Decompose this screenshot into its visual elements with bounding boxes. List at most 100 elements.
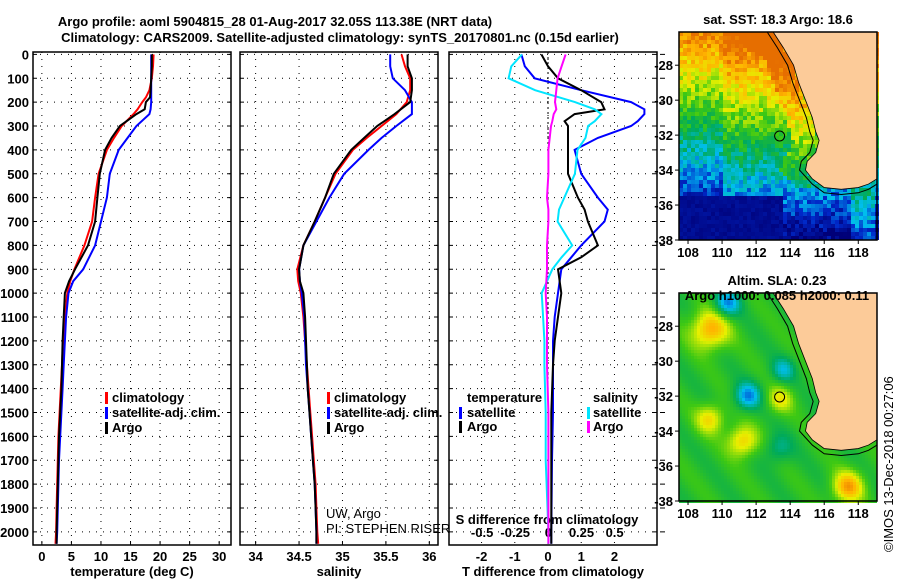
map-cell bbox=[700, 302, 703, 305]
map-cell bbox=[694, 329, 697, 332]
map-cell bbox=[700, 371, 703, 374]
map-cell bbox=[763, 132, 767, 136]
map-cell bbox=[811, 136, 815, 140]
map-cell bbox=[767, 48, 771, 52]
map-cell bbox=[755, 164, 759, 168]
map-cell bbox=[783, 148, 787, 152]
map-cell bbox=[772, 347, 775, 350]
map-cell bbox=[811, 380, 814, 383]
map-cell bbox=[747, 48, 751, 52]
map-cell bbox=[682, 350, 685, 353]
map-cell bbox=[743, 228, 747, 232]
map-cell bbox=[781, 311, 784, 314]
map-cell bbox=[751, 329, 754, 332]
map-cell bbox=[703, 228, 707, 232]
map-cell bbox=[803, 192, 807, 196]
map-cell bbox=[763, 160, 767, 164]
map-cell bbox=[763, 188, 767, 192]
map-cell bbox=[721, 347, 724, 350]
map-cell bbox=[778, 362, 781, 365]
map-cell bbox=[688, 365, 691, 368]
map-cell bbox=[755, 52, 759, 56]
map-cell bbox=[790, 350, 793, 353]
map-cell bbox=[688, 293, 691, 296]
map-cell bbox=[739, 88, 743, 92]
map-cell bbox=[772, 311, 775, 314]
map-cell bbox=[835, 216, 839, 220]
map-cell bbox=[771, 164, 775, 168]
map-cell bbox=[778, 332, 781, 335]
map-cell bbox=[795, 220, 799, 224]
map-cell bbox=[736, 347, 739, 350]
map-cell bbox=[709, 359, 712, 362]
map-cell bbox=[779, 56, 783, 60]
map-cell bbox=[711, 40, 715, 44]
map-cell bbox=[748, 347, 751, 350]
map-cell bbox=[787, 335, 790, 338]
map-cell bbox=[778, 341, 781, 344]
map-cell bbox=[771, 208, 775, 212]
map-y-tick-label: -30 bbox=[654, 93, 673, 108]
argo-position-marker bbox=[774, 130, 786, 142]
map-cell bbox=[707, 104, 711, 108]
map-cell bbox=[787, 144, 791, 148]
map-cell bbox=[697, 347, 700, 350]
map-cell bbox=[687, 104, 691, 108]
map-cell bbox=[739, 52, 743, 56]
map-cell bbox=[706, 326, 709, 329]
map-cell bbox=[727, 314, 730, 317]
map-cell bbox=[755, 208, 759, 212]
map-cell bbox=[811, 220, 815, 224]
map-cell bbox=[739, 120, 743, 124]
map-cell bbox=[771, 100, 775, 104]
map-cell bbox=[691, 156, 695, 160]
map-cell bbox=[683, 104, 687, 108]
map-cell bbox=[682, 344, 685, 347]
legend-label: satellite bbox=[593, 405, 641, 420]
map-cell bbox=[771, 88, 775, 92]
map-cell bbox=[727, 88, 731, 92]
map-cell bbox=[733, 347, 736, 350]
map-cell bbox=[775, 228, 779, 232]
map-cell bbox=[775, 88, 779, 92]
map-cell bbox=[763, 88, 767, 92]
map-cell bbox=[691, 88, 695, 92]
map-cell bbox=[694, 356, 697, 359]
map-cell bbox=[760, 293, 763, 296]
map-cell bbox=[757, 347, 760, 350]
map-cell bbox=[823, 212, 827, 216]
map-cell bbox=[719, 204, 723, 208]
map-cell bbox=[685, 344, 688, 347]
map-cell bbox=[715, 132, 719, 136]
map-cell bbox=[760, 314, 763, 317]
map-cell bbox=[839, 220, 843, 224]
map-cell bbox=[703, 168, 707, 172]
map-cell bbox=[760, 299, 763, 302]
map-cell bbox=[731, 116, 735, 120]
map-cell bbox=[742, 356, 745, 359]
map-cell bbox=[730, 362, 733, 365]
map-cell bbox=[733, 293, 736, 296]
map-cell bbox=[682, 296, 685, 299]
map-cell bbox=[843, 216, 847, 220]
map-cell bbox=[733, 356, 736, 359]
map-cell bbox=[754, 374, 757, 377]
map-cell bbox=[727, 112, 731, 116]
map-cell bbox=[823, 188, 827, 192]
map-cell bbox=[712, 383, 715, 386]
map-cell bbox=[803, 220, 807, 224]
map-cell bbox=[843, 200, 847, 204]
map-cell bbox=[795, 188, 799, 192]
map-cell bbox=[763, 200, 767, 204]
map-cell bbox=[700, 353, 703, 356]
map-cell bbox=[691, 293, 694, 296]
map-cell bbox=[709, 332, 712, 335]
map-cell bbox=[697, 338, 700, 341]
map-cell bbox=[778, 338, 781, 341]
map-cell bbox=[815, 192, 819, 196]
map-cell bbox=[742, 365, 745, 368]
map-cell bbox=[679, 116, 683, 120]
map-cell bbox=[703, 350, 706, 353]
map-cell bbox=[735, 72, 739, 76]
map-cell bbox=[687, 92, 691, 96]
